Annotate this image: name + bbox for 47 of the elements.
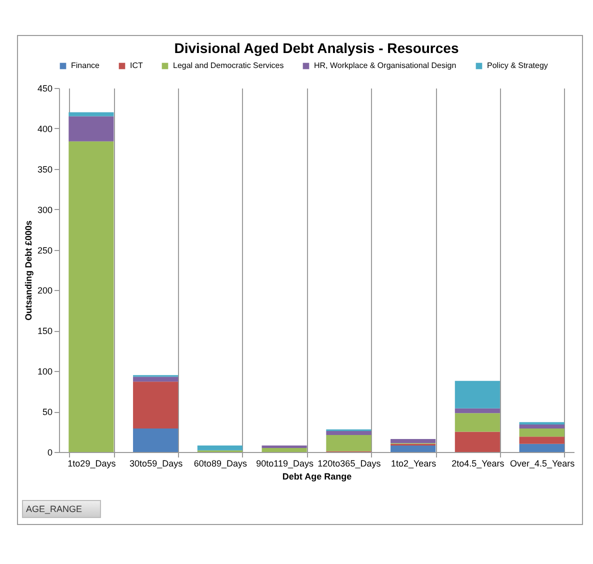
bar	[519, 428, 564, 437]
chart-title: Divisional Aged Debt Analysis - Resources	[174, 40, 459, 56]
legend-label: Finance	[71, 61, 100, 70]
x-tick-label: 90to119_Days	[256, 458, 314, 468]
x-tick-label: 60to89_Days	[194, 458, 248, 468]
bar	[197, 446, 242, 450]
field-button: AGE_RANGE	[22, 500, 102, 518]
legend-label: HR, Workplace & Organisational Design	[314, 61, 456, 70]
x-tick-label: 2to4.5_Years	[452, 458, 505, 468]
x-tick-label: 1to2_Years	[390, 458, 437, 468]
legend-label: Policy & Strategy	[487, 61, 548, 70]
x-tick-label: 1to29_Days	[68, 458, 116, 468]
y-tick-label: 150	[37, 326, 52, 336]
x-tick-label: 30to59_Days	[130, 458, 184, 468]
bar	[454, 408, 500, 414]
y-tick-label: 0	[47, 448, 52, 458]
bar	[390, 439, 436, 444]
y-tick-label: 400	[37, 124, 52, 134]
legend-label: ICT	[130, 61, 143, 70]
bar	[133, 376, 178, 382]
bar	[454, 413, 500, 432]
bar	[326, 435, 372, 452]
y-tick-label: 350	[37, 164, 52, 174]
bar	[68, 141, 114, 452]
bar	[454, 380, 500, 408]
y-axis-title: Outsanding Debt £000s	[23, 220, 34, 321]
bar	[519, 444, 564, 452]
bar	[262, 448, 307, 452]
bar	[68, 116, 114, 142]
x-tick-label: Over_4.5_Years	[510, 458, 576, 468]
y-tick-label: 50	[42, 407, 52, 418]
y-tick-label: 250	[37, 245, 52, 256]
bar	[454, 432, 500, 452]
bar	[133, 382, 178, 429]
y-tick-label: 100	[37, 366, 52, 377]
bar	[519, 436, 564, 444]
x-tick-label: 120to365_Days	[318, 458, 382, 468]
bar	[390, 446, 436, 452]
y-tick-label: 300	[37, 204, 52, 215]
bar	[68, 112, 114, 116]
y-tick-label: 450	[37, 84, 52, 94]
legend-label: Legal and Democratic Services	[173, 61, 284, 70]
x-axis-title: Debt Age Range	[282, 472, 352, 482]
bar	[133, 428, 178, 452]
y-tick-label: 200	[37, 286, 52, 296]
bar	[519, 424, 564, 429]
bar	[326, 430, 372, 436]
